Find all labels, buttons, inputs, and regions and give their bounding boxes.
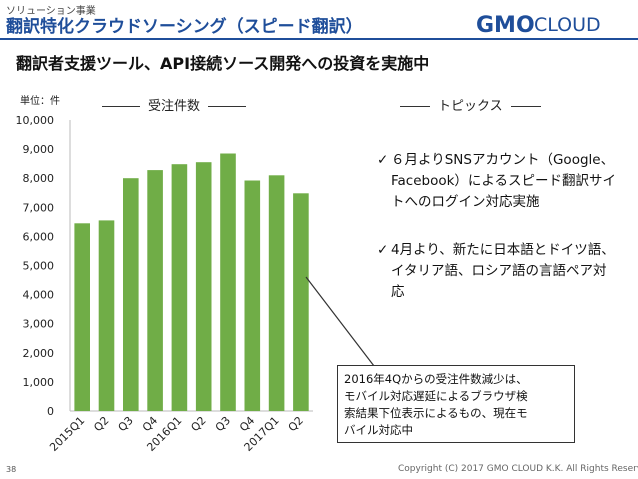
topic-text: ６月よりSNSアカウント（Google、Facebook）によるスピード翻訳サイ… — [391, 152, 617, 210]
gmo-cloud-logo: GMO CLOUD — [476, 13, 601, 37]
bar — [268, 175, 285, 411]
y-tick-label: 8,000 — [23, 172, 55, 185]
y-tick-label: 9,000 — [23, 143, 55, 156]
x-tick-label: Q3 — [213, 414, 233, 434]
x-tick-label: 2015Q1 — [47, 414, 87, 454]
bar — [147, 170, 163, 411]
page-number: 38 — [6, 465, 17, 474]
topics-heading-text: トピックス — [438, 99, 503, 114]
callout-text: 2016年4Qからの受注件数減少は、 モバイル対応遅延によるブラウザ検 索結果下… — [344, 372, 528, 437]
topic-item: ✓ ６月よりSNSアカウント（Google、Facebook）によるスピード翻訳… — [377, 150, 617, 213]
topic-text: 4月より、新たに日本語とドイツ語、イタリア語、ロシア語の言語ペア対応 — [391, 242, 615, 300]
copyright: Copyright (C) 2017 GMO CLOUD K.K. All Ri… — [398, 464, 638, 474]
y-tick-label: 6,000 — [23, 230, 55, 243]
logo-brand: GMO — [476, 13, 535, 37]
header-rule — [0, 38, 638, 40]
y-tick-label: 4,000 — [23, 289, 55, 302]
bar — [195, 162, 212, 411]
topics-heading: トピックス — [392, 95, 549, 114]
y-tick-label: 3,000 — [23, 318, 55, 331]
orders-bar-chart: 0 1,000 2,000 3,000 4,000 5,000 6,000 7,000 8,00… — [16, 114, 313, 454]
bar — [220, 153, 236, 411]
bar — [293, 193, 309, 411]
bar — [98, 220, 115, 411]
logo-text: CLOUD — [534, 14, 601, 36]
y-tick-label: 10,000 — [16, 114, 55, 127]
y-tick-label: 2,000 — [23, 347, 55, 360]
bar — [171, 164, 188, 411]
y-tick-label: 5,000 — [23, 260, 55, 273]
page-title: 翻訳特化クラウドソーシング（スピード翻訳） — [6, 17, 363, 37]
heading-dash — [510, 106, 541, 107]
callout-box: 2016年4Qからの受注件数減少は、 モバイル対応遅延によるブラウザ検 索結果下… — [337, 365, 575, 443]
bar — [123, 178, 139, 411]
unit-label: 単位：件 — [20, 96, 60, 107]
y-tick-label: 7,000 — [23, 201, 55, 214]
bar — [244, 180, 261, 411]
check-icon: ✓ — [377, 242, 389, 258]
y-tick-label: 1,000 — [23, 376, 55, 389]
check-icon: ✓ — [377, 152, 389, 168]
x-tick-label: Q2 — [91, 414, 111, 434]
topic-item: ✓ 4月より、新たに日本語とドイツ語、イタリア語、ロシア語の言語ペア対応 — [377, 240, 617, 303]
x-tick-label: Q2 — [188, 414, 208, 434]
x-tick-label: Q2 — [286, 414, 306, 434]
section-label: ソリューション事業 — [6, 6, 96, 17]
x-tick-label: Q3 — [116, 414, 136, 434]
heading-dash — [208, 106, 247, 107]
chart-heading: 受注件数 — [94, 95, 254, 114]
y-tick-label: 0 — [47, 405, 54, 418]
heading-dash — [102, 106, 140, 107]
chart-heading-text: 受注件数 — [148, 99, 201, 114]
bar — [74, 223, 90, 411]
headline: 翻訳者支援ツール、API接続ソース開発への投資を実施中 — [16, 54, 430, 73]
heading-dash — [400, 106, 430, 107]
